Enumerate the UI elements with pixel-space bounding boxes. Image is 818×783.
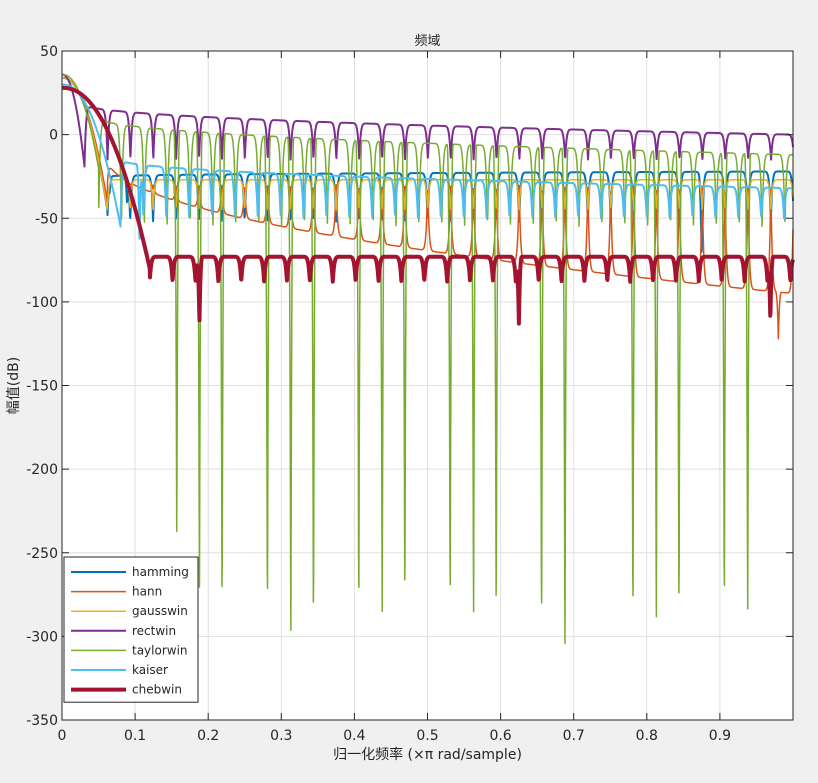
series-line-hann — [61, 77, 794, 340]
y-tick-label: -100 — [26, 295, 58, 311]
legend-label: gausswin — [132, 604, 188, 618]
legend-label: chebwin — [132, 683, 182, 697]
x-axis-label: 归一化频率 (×π rad/sample) — [333, 746, 522, 763]
legend-item-taylorwin[interactable]: taylorwin — [71, 643, 188, 657]
legend[interactable]: hamming hann gausswin rectwin taylorwin kaise… — [63, 556, 199, 703]
y-axis-label: 幅值(dB) — [6, 357, 22, 414]
x-tick-label: 0.9 — [709, 728, 731, 744]
x-tick-label: 0.6 — [489, 728, 511, 744]
x-tick-label: 0.4 — [343, 728, 365, 744]
series-layer — [60, 73, 795, 645]
x-tick-label: 0.2 — [197, 728, 219, 744]
x-tick-label: 0.8 — [636, 728, 658, 744]
series-line-hamming — [61, 76, 794, 253]
legend-label: rectwin — [132, 624, 176, 638]
y-tick-label: -200 — [26, 462, 58, 478]
legend-item-gausswin[interactable]: gausswin — [71, 604, 188, 618]
x-tick-label: 0.3 — [270, 728, 292, 744]
x-tick-label: 0.7 — [563, 728, 585, 744]
legend-item-kaiser[interactable]: kaiser — [71, 663, 168, 677]
x-tick-label: 0.5 — [416, 728, 438, 744]
legend-item-chebwin[interactable]: chebwin — [71, 683, 182, 697]
x-tick-label: 0 — [58, 728, 67, 744]
legend-label: kaiser — [132, 663, 168, 677]
legend-item-hamming[interactable]: hamming — [71, 565, 189, 579]
legend-item-rectwin[interactable]: rectwin — [71, 624, 176, 638]
legend-label: taylorwin — [132, 643, 188, 657]
x-tick-label: 0.1 — [124, 728, 146, 744]
y-tick-label: -350 — [26, 713, 58, 729]
legend-box — [63, 556, 199, 703]
ticks: 0 0.1 0.2 0.3 0.4 0.5 0.6 0.7 0.8 0.9 50 0 -50 -100 -1… — [26, 44, 793, 744]
y-tick-label: -300 — [26, 629, 58, 645]
legend-label: hamming — [132, 565, 189, 579]
y-tick-label: -250 — [26, 546, 58, 562]
chart-title: 频域 — [414, 34, 440, 49]
grid — [62, 51, 793, 720]
y-tick-label: 50 — [40, 44, 58, 60]
series-line-kaiser — [61, 83, 794, 240]
series-line-rectwin — [61, 73, 794, 168]
y-tick-label: 0 — [49, 128, 58, 144]
legend-item-hann[interactable]: hann — [71, 585, 162, 599]
y-tick-label: -150 — [26, 379, 58, 395]
series-line-chebwin — [60, 85, 795, 326]
y-tick-label: -50 — [35, 211, 58, 227]
legend-label: hann — [132, 585, 162, 599]
